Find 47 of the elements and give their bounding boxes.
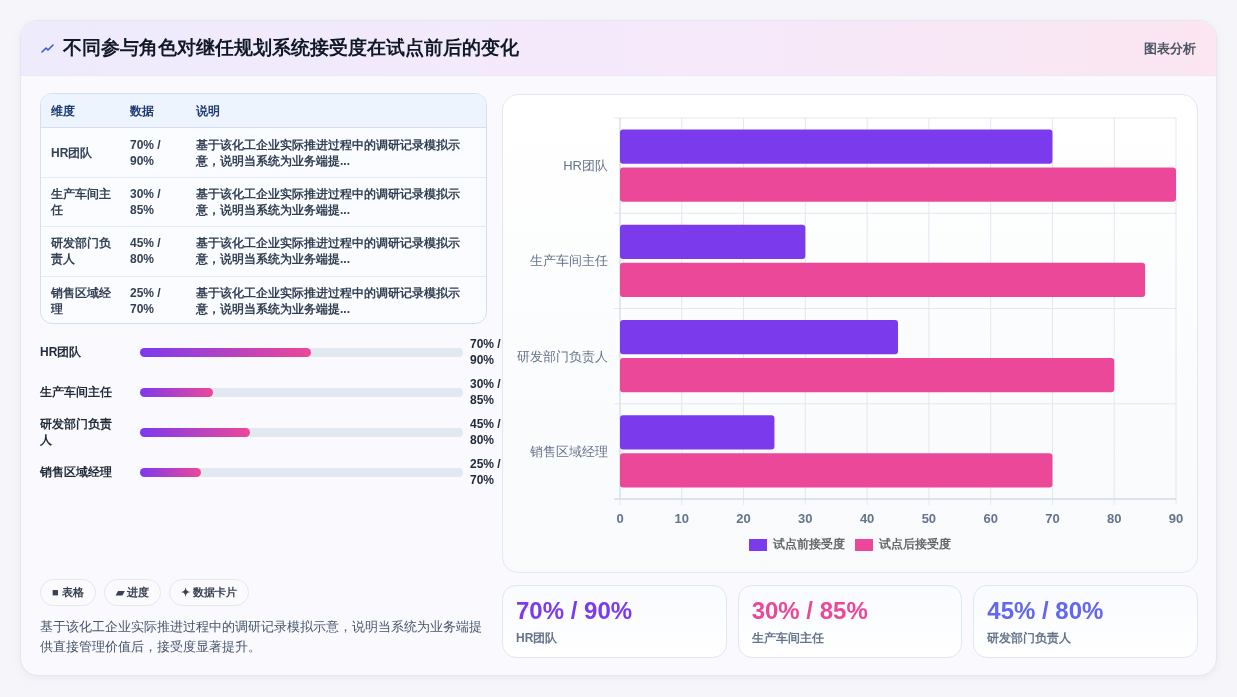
text: 25% / 70%: [130, 285, 161, 316]
text: 45% / 80%: [987, 597, 1104, 624]
text: 基于该化工企业实际推进过程中的调研记录模拟示意，说明当系统为业务端提...: [196, 284, 461, 317]
text: 70% / 90%: [130, 137, 161, 168]
x-tick-label: 20: [736, 511, 751, 526]
category-label: 研发部门负责人: [987, 630, 1072, 646]
text: 30% / 85%: [130, 187, 161, 218]
y-tick-label: 生产车间主任: [530, 253, 608, 269]
category-label: ■ 表格: [40, 579, 96, 606]
data-label: 45% / 80%: [470, 416, 502, 448]
y-tick-label: 研发部门负责人: [517, 348, 608, 364]
text: 图表分析: [1144, 40, 1196, 58]
text: 维度: [51, 103, 75, 119]
text: 基于该化工企业实际推进过程中的调研记录模拟示意，说明当系统为业务端提...: [196, 136, 461, 169]
y-tick-label: 研发部门负责人: [40, 416, 113, 448]
y-tick-label: 销售区域经理: [40, 464, 112, 480]
x-tick-label: 10: [674, 511, 690, 526]
y-tick-label: 生产车间主任: [40, 384, 112, 400]
y-tick-label: 销售区域经理: [529, 443, 608, 459]
data-label: 30% / 85%: [470, 376, 502, 408]
x-tick-label: 50: [921, 511, 937, 526]
legend-label: 试点前接受度: [773, 536, 845, 553]
x-tick-label: 60: [983, 511, 998, 526]
text: 30% / 85%: [751, 597, 868, 624]
x-tick-label: 30: [798, 511, 813, 526]
y-tick-label: HR团队: [40, 344, 82, 360]
x-tick-label: 90: [1168, 511, 1184, 526]
category-label: ✦ 数据卡片: [168, 579, 249, 606]
text: 不同参与角色对继任规划系统接受度在试点前后的变化: [63, 36, 519, 60]
text: 基于该化工企业实际推进过程中的调研记录模拟示意，说明当系统为业务端提...: [196, 186, 461, 219]
text: 45% / 80%: [130, 236, 161, 267]
text: 数据: [130, 103, 154, 119]
category-label: HR团队: [516, 630, 558, 646]
x-tick-label: 40: [859, 511, 875, 526]
category-label: ▰ 进度: [103, 579, 161, 606]
x-tick-label: 0: [616, 511, 624, 526]
data-label: 70% / 90%: [470, 336, 502, 368]
category-label: 生产车间主任: [751, 630, 824, 646]
text: 基于该化工企业实际推进过程中的调研记录模拟示意，说明当系统为业务端提...: [196, 235, 461, 268]
text: 说明: [196, 103, 220, 119]
y-tick-label: HR团队: [563, 158, 608, 174]
text: 基于该化工企业实际推进过程中的调研记录模拟示意，说明当系统为业务端提供直接管理价值后，接受度显著提升。: [40, 618, 483, 656]
x-tick-label: 70: [1045, 511, 1060, 526]
legend-label: 试点后接受度: [879, 536, 951, 553]
text: 70% / 90%: [516, 597, 633, 624]
data-label: 25% / 70%: [470, 456, 502, 488]
x-tick-label: 80: [1106, 511, 1122, 526]
